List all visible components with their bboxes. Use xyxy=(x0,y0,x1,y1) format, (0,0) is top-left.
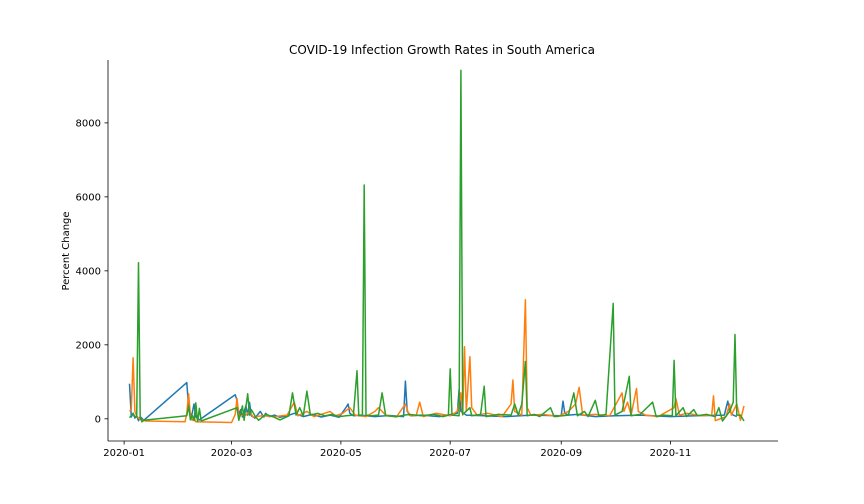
x-tick-label: 2020-09 xyxy=(540,448,582,459)
x-tick-label: 2020-01 xyxy=(103,448,145,459)
axes-layer: 2020-01 2020-03 2020-05 2020-07 2020-09 2020-… xyxy=(76,60,778,459)
y-axis-label: Percent Change xyxy=(61,211,72,290)
x-tick-label: 2020-11 xyxy=(650,448,692,459)
y-tick-label: 6000 xyxy=(76,192,101,203)
y-tick-label: 2000 xyxy=(76,340,101,351)
series-layer xyxy=(128,69,745,424)
x-tick-label: 2020-07 xyxy=(429,448,471,459)
series-line-3 xyxy=(128,69,745,423)
y-tick-label: 0 xyxy=(95,414,101,425)
y-tick-label: 8000 xyxy=(76,118,101,129)
y-tick-label: 4000 xyxy=(76,266,101,277)
chart-title: COVID-19 Infection Growth Rates in South… xyxy=(289,43,595,57)
x-tick-label: 2020-03 xyxy=(211,448,253,459)
x-tick-label: 2020-05 xyxy=(320,448,362,459)
